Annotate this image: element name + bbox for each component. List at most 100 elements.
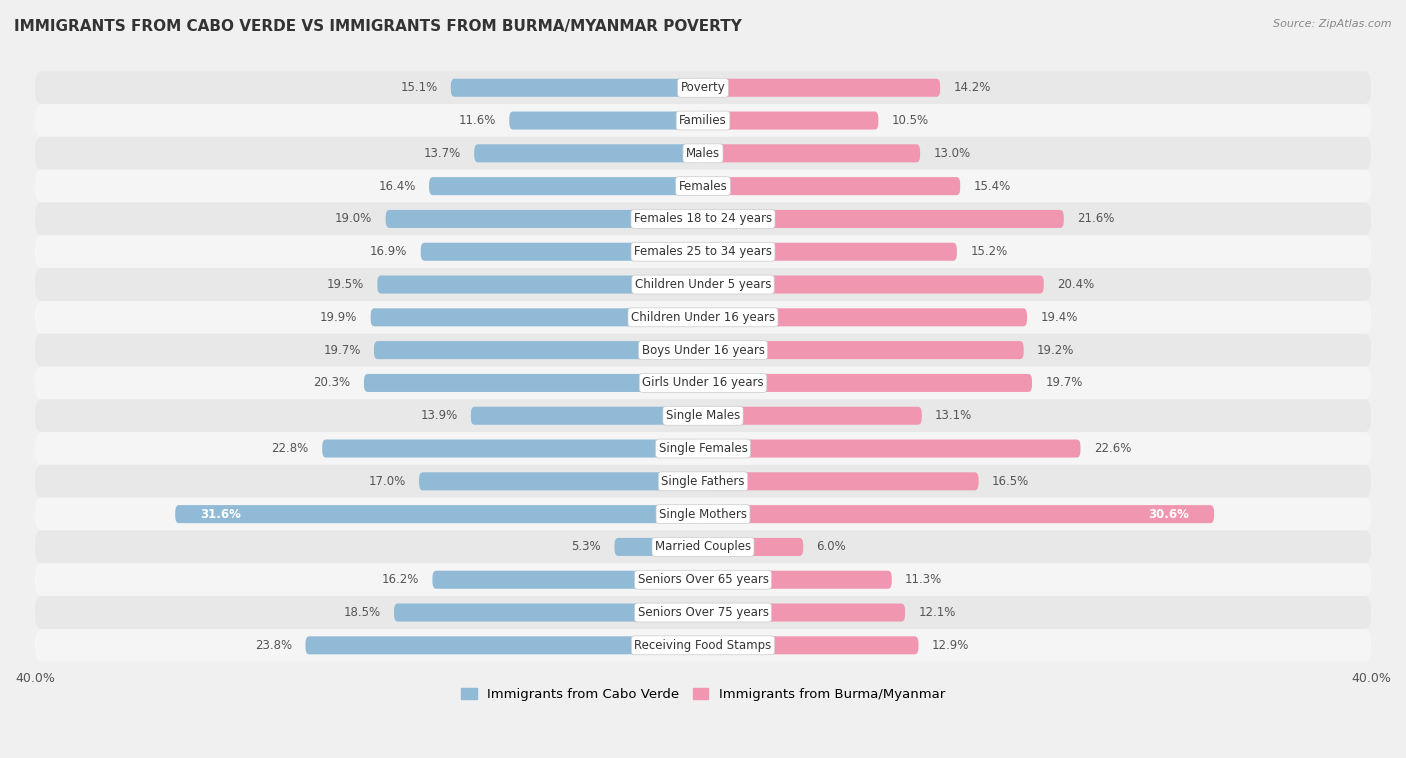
FancyBboxPatch shape	[35, 563, 1371, 596]
FancyBboxPatch shape	[35, 268, 1371, 301]
FancyBboxPatch shape	[176, 505, 703, 523]
Text: IMMIGRANTS FROM CABO VERDE VS IMMIGRANTS FROM BURMA/MYANMAR POVERTY: IMMIGRANTS FROM CABO VERDE VS IMMIGRANTS…	[14, 19, 742, 34]
FancyBboxPatch shape	[474, 144, 703, 162]
Text: 19.9%: 19.9%	[321, 311, 357, 324]
Text: 19.7%: 19.7%	[323, 343, 360, 356]
Text: 17.0%: 17.0%	[368, 475, 406, 488]
FancyBboxPatch shape	[420, 243, 703, 261]
Text: Males: Males	[686, 147, 720, 160]
FancyBboxPatch shape	[35, 235, 1371, 268]
FancyBboxPatch shape	[703, 144, 920, 162]
FancyBboxPatch shape	[703, 603, 905, 622]
FancyBboxPatch shape	[35, 137, 1371, 170]
FancyBboxPatch shape	[703, 407, 922, 424]
FancyBboxPatch shape	[377, 275, 703, 293]
Text: 14.2%: 14.2%	[953, 81, 991, 94]
FancyBboxPatch shape	[703, 210, 1064, 228]
Text: 18.5%: 18.5%	[343, 606, 381, 619]
Text: 31.6%: 31.6%	[200, 508, 242, 521]
Text: Single Mothers: Single Mothers	[659, 508, 747, 521]
FancyBboxPatch shape	[35, 104, 1371, 137]
Text: 13.1%: 13.1%	[935, 409, 973, 422]
FancyBboxPatch shape	[364, 374, 703, 392]
Text: Girls Under 16 years: Girls Under 16 years	[643, 377, 763, 390]
Text: 23.8%: 23.8%	[254, 639, 292, 652]
FancyBboxPatch shape	[371, 309, 703, 327]
FancyBboxPatch shape	[703, 79, 941, 97]
FancyBboxPatch shape	[35, 432, 1371, 465]
FancyBboxPatch shape	[703, 309, 1026, 327]
FancyBboxPatch shape	[35, 301, 1371, 334]
Text: Married Couples: Married Couples	[655, 540, 751, 553]
FancyBboxPatch shape	[35, 170, 1371, 202]
Text: 19.5%: 19.5%	[326, 278, 364, 291]
Text: 15.4%: 15.4%	[973, 180, 1011, 193]
FancyBboxPatch shape	[35, 531, 1371, 563]
Legend: Immigrants from Cabo Verde, Immigrants from Burma/Myanmar: Immigrants from Cabo Verde, Immigrants f…	[456, 683, 950, 706]
FancyBboxPatch shape	[703, 440, 1080, 458]
Text: 15.2%: 15.2%	[970, 246, 1008, 258]
FancyBboxPatch shape	[703, 243, 957, 261]
Text: 10.5%: 10.5%	[891, 114, 929, 127]
FancyBboxPatch shape	[433, 571, 703, 589]
FancyBboxPatch shape	[703, 636, 918, 654]
FancyBboxPatch shape	[703, 472, 979, 490]
FancyBboxPatch shape	[703, 571, 891, 589]
FancyBboxPatch shape	[703, 177, 960, 195]
Text: 16.4%: 16.4%	[378, 180, 416, 193]
Text: 5.3%: 5.3%	[571, 540, 602, 553]
Text: 19.2%: 19.2%	[1038, 343, 1074, 356]
Text: 16.5%: 16.5%	[993, 475, 1029, 488]
FancyBboxPatch shape	[703, 538, 803, 556]
Text: 20.3%: 20.3%	[314, 377, 350, 390]
FancyBboxPatch shape	[35, 399, 1371, 432]
Text: 13.0%: 13.0%	[934, 147, 970, 160]
Text: 11.3%: 11.3%	[905, 573, 942, 586]
Text: 12.9%: 12.9%	[932, 639, 969, 652]
Text: Seniors Over 65 years: Seniors Over 65 years	[637, 573, 769, 586]
Text: Children Under 16 years: Children Under 16 years	[631, 311, 775, 324]
Text: Boys Under 16 years: Boys Under 16 years	[641, 343, 765, 356]
FancyBboxPatch shape	[509, 111, 703, 130]
Text: 13.7%: 13.7%	[423, 147, 461, 160]
Text: 12.1%: 12.1%	[918, 606, 956, 619]
FancyBboxPatch shape	[322, 440, 703, 458]
Text: Children Under 5 years: Children Under 5 years	[634, 278, 772, 291]
FancyBboxPatch shape	[703, 275, 1043, 293]
Text: 16.9%: 16.9%	[370, 246, 408, 258]
Text: 6.0%: 6.0%	[817, 540, 846, 553]
FancyBboxPatch shape	[35, 465, 1371, 498]
FancyBboxPatch shape	[35, 629, 1371, 662]
FancyBboxPatch shape	[35, 367, 1371, 399]
Text: 15.1%: 15.1%	[401, 81, 437, 94]
Text: 22.6%: 22.6%	[1094, 442, 1132, 455]
FancyBboxPatch shape	[35, 596, 1371, 629]
FancyBboxPatch shape	[419, 472, 703, 490]
FancyBboxPatch shape	[703, 505, 1213, 523]
FancyBboxPatch shape	[703, 111, 879, 130]
FancyBboxPatch shape	[35, 71, 1371, 104]
Text: Poverty: Poverty	[681, 81, 725, 94]
FancyBboxPatch shape	[394, 603, 703, 622]
FancyBboxPatch shape	[471, 407, 703, 424]
Text: Receiving Food Stamps: Receiving Food Stamps	[634, 639, 772, 652]
FancyBboxPatch shape	[703, 341, 1024, 359]
FancyBboxPatch shape	[35, 498, 1371, 531]
FancyBboxPatch shape	[451, 79, 703, 97]
FancyBboxPatch shape	[385, 210, 703, 228]
Text: Females 25 to 34 years: Females 25 to 34 years	[634, 246, 772, 258]
FancyBboxPatch shape	[374, 341, 703, 359]
Text: 30.6%: 30.6%	[1149, 508, 1189, 521]
Text: 19.4%: 19.4%	[1040, 311, 1078, 324]
Text: 20.4%: 20.4%	[1057, 278, 1094, 291]
FancyBboxPatch shape	[614, 538, 703, 556]
Text: 21.6%: 21.6%	[1077, 212, 1115, 225]
Text: 11.6%: 11.6%	[458, 114, 496, 127]
FancyBboxPatch shape	[703, 374, 1032, 392]
Text: Single Females: Single Females	[658, 442, 748, 455]
FancyBboxPatch shape	[35, 334, 1371, 367]
FancyBboxPatch shape	[35, 202, 1371, 235]
Text: 16.2%: 16.2%	[381, 573, 419, 586]
Text: 22.8%: 22.8%	[271, 442, 309, 455]
Text: Females: Females	[679, 180, 727, 193]
